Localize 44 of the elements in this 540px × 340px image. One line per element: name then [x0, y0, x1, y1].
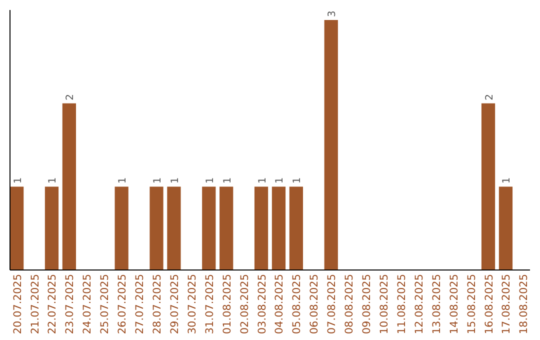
x-tick-label: 09.08.2025 — [361, 274, 374, 334]
x-tick-label: 24.07.2025 — [82, 274, 94, 334]
data-label: 1 — [292, 177, 304, 184]
data-label: 1 — [222, 177, 234, 184]
x-tick-label: 12.08.2025 — [413, 274, 426, 334]
x-tick-label: 16.08.2025 — [483, 274, 496, 334]
x-tick-label: 01.08.2025 — [221, 274, 234, 334]
x-tick-label: 20.07.2025 — [12, 274, 24, 334]
data-label: 1 — [274, 177, 286, 184]
x-tick-label: 18.08.2025 — [518, 274, 530, 334]
x-tick-label: 21.07.2025 — [29, 274, 42, 334]
x-tick-label: 27.07.2025 — [134, 274, 146, 334]
x-tick-label: 29.07.2025 — [168, 274, 181, 334]
x-tick-label: 25.07.2025 — [99, 274, 112, 334]
x-tick-label: 30.07.2025 — [186, 274, 198, 334]
data-label: 1 — [257, 177, 268, 184]
data-label: 1 — [502, 177, 513, 184]
data-label: 1 — [204, 177, 216, 184]
data-label: 1 — [118, 177, 129, 184]
x-tick-label: 08.08.2025 — [344, 274, 356, 334]
x-tick-label: 15.08.2025 — [466, 274, 478, 334]
x-tick-label: 03.08.2025 — [256, 274, 268, 334]
data-label: 2 — [65, 94, 76, 100]
x-tick-label: 13.08.2025 — [430, 274, 443, 334]
x-tick-label: 23.07.2025 — [64, 274, 76, 334]
x-tick-label: 26.07.2025 — [116, 274, 129, 334]
x-tick-label: 04.08.2025 — [274, 274, 286, 334]
x-tick-label: 02.08.2025 — [238, 274, 251, 334]
x-tick-label: 07.08.2025 — [326, 274, 338, 334]
x-tick-label: 17.08.2025 — [500, 274, 513, 334]
x-tick-label: 05.08.2025 — [291, 274, 304, 334]
x-tick-label: 28.07.2025 — [152, 274, 164, 334]
x-tick-label: 31.07.2025 — [204, 274, 216, 334]
data-label: 2 — [484, 94, 496, 100]
data-label: 3 — [327, 10, 338, 17]
x-tick-label: 11.08.2025 — [396, 274, 408, 334]
data-label: 1 — [48, 177, 59, 184]
x-tick-label: 06.08.2025 — [308, 274, 321, 334]
x-tick-label: 22.07.2025 — [46, 274, 59, 334]
x-tick-label: 14.08.2025 — [448, 274, 460, 334]
x-tick-label: 10.08.2025 — [378, 274, 390, 334]
data-label: 1 — [152, 177, 164, 184]
data-label: 1 — [12, 177, 24, 184]
data-label: 1 — [170, 177, 181, 184]
